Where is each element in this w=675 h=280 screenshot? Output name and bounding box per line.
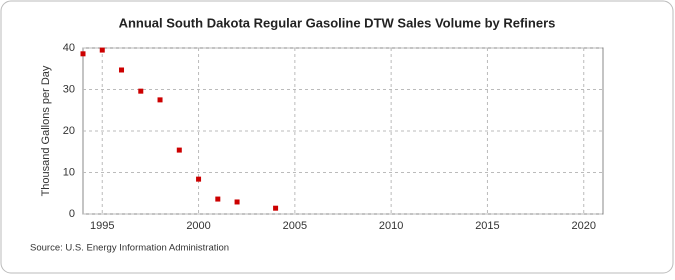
point — [215, 196, 221, 202]
y-tick-label: 30 — [63, 83, 75, 95]
y-tick-label: 20 — [63, 125, 75, 137]
x-tick-label: 1995 — [90, 220, 114, 232]
y-tick-label: 10 — [63, 166, 75, 178]
point — [176, 147, 182, 153]
x-tick-label: 2000 — [186, 220, 210, 232]
source: Source: U.S. Energy Information Administ… — [30, 243, 229, 254]
point — [157, 97, 163, 103]
chart-title: Annual South Dakota Regular Gasoline DTW… — [119, 15, 556, 30]
frame — [0, 0, 674, 274]
point — [196, 176, 202, 182]
y-tick-label: 40 — [63, 42, 75, 54]
x-tick-label: 2020 — [571, 220, 595, 232]
y-tick-label: 0 — [69, 208, 75, 220]
point — [234, 199, 240, 205]
x-tick-label: 2005 — [283, 220, 307, 232]
y-axis-label: Thousand Gallons per Day — [40, 65, 52, 196]
point — [273, 205, 279, 211]
point — [99, 47, 105, 53]
x-tick-label: 2015 — [475, 220, 499, 232]
point — [119, 67, 125, 73]
x-tick-label: 2010 — [379, 220, 403, 232]
point — [138, 88, 144, 94]
point — [80, 51, 86, 57]
